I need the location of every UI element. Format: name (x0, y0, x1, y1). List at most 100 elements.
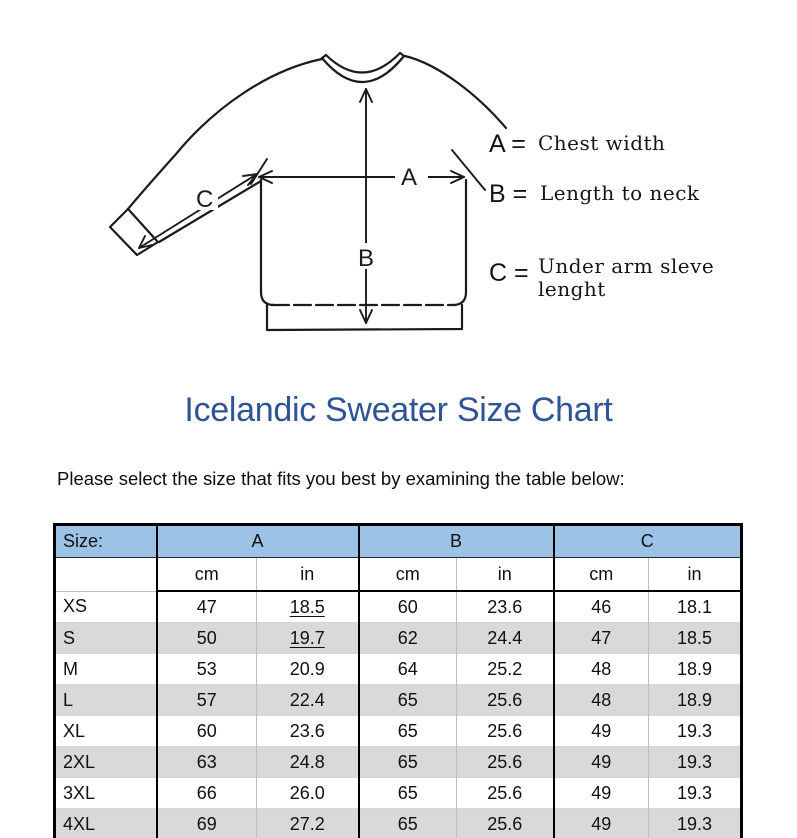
legend-key-b: B = (489, 180, 527, 208)
label-a-backplate (395, 163, 428, 188)
cell-l-a-cm: 57 (155, 684, 257, 716)
unit-a-cm: cm (155, 557, 257, 592)
collar-tips (320, 51, 406, 60)
legend-desc-c-line1: Under arm sleve (538, 254, 714, 278)
legend-desc-a: Chest width (538, 131, 665, 155)
page-title: Icelandic Sweater Size Chart (184, 391, 613, 429)
table-row-xs: XS 47 18.5 60 23.6 46 18.1 (54, 590, 742, 623)
cell-xs-c-cm: 46 (552, 590, 649, 623)
cell-xl-a-cm: 60 (155, 715, 257, 747)
legend-key-c: C = (489, 259, 529, 287)
tick-left (250, 158, 268, 185)
label-b-backplate (352, 243, 381, 269)
group-header-row: Size: A B C (54, 524, 742, 558)
cell-2xl-b-in: 25.6 (456, 746, 554, 778)
cell-s-c-in: 18.5 (648, 622, 742, 654)
cell-xl-c-in: 19.3 (648, 715, 742, 747)
cell-m-a-in: 20.9 (255, 653, 359, 685)
cell-4xl-b-in: 25.6 (456, 808, 554, 838)
cell-4xl-c-cm: 49 (552, 808, 649, 838)
cell-xs-a-cm: 47 (155, 590, 257, 623)
diagram-label-c: C (196, 186, 213, 213)
cell-3xl-b-in: 25.6 (456, 777, 554, 809)
size-label: M (54, 653, 157, 685)
cell-s-b-cm: 62 (357, 622, 457, 654)
table-row-m: M 53 20.9 64 25.2 48 18.9 (54, 653, 742, 685)
unit-a-in: in (255, 557, 359, 592)
collar-outer-line (320, 54, 406, 83)
arrow-c-heads (138, 173, 258, 249)
cell-s-b-in: 24.4 (456, 622, 554, 654)
group-header-c: C (552, 524, 742, 558)
cell-l-b-in: 25.6 (456, 684, 554, 716)
table-row-3xl: 3XL 66 26.0 65 25.6 49 19.3 (54, 777, 742, 809)
cell-3xl-b-cm: 65 (357, 777, 457, 809)
size-label: L (54, 684, 157, 716)
cell-xs-a-in: 18.5 (255, 590, 359, 623)
group-header-a: A (155, 524, 359, 558)
size-label: 4XL (54, 808, 157, 838)
cell-4xl-c-in: 19.3 (648, 808, 742, 838)
cuff-outline (108, 207, 160, 257)
unit-b-in: in (456, 557, 554, 592)
table-row-xl: XL 60 23.6 65 25.6 49 19.3 (54, 715, 742, 747)
cell-3xl-c-in: 19.3 (648, 777, 742, 809)
measure-arrow-c (138, 173, 258, 249)
unit-corner-cell (54, 557, 157, 592)
intro-text: Please select the size that fits you bes… (57, 468, 625, 489)
cell-3xl-a-cm: 66 (155, 777, 257, 809)
cell-4xl-a-in: 27.2 (255, 808, 359, 838)
cell-xl-b-cm: 65 (357, 715, 457, 747)
cell-s-c-cm: 47 (552, 622, 649, 654)
hem-band (265, 303, 464, 332)
legend-desc-c-line2: lenght (538, 277, 606, 301)
sweater-outline (108, 51, 508, 332)
unit-header-row: cm in cm in cm in (54, 557, 742, 592)
cell-xl-b-in: 25.6 (456, 715, 554, 747)
sleeve-underside (157, 179, 263, 244)
table-row-4xl: 4XL 69 27.2 65 25.6 49 19.3 (54, 808, 742, 838)
cell-m-b-cm: 64 (357, 653, 457, 685)
sweater-diagram-svg: A B C A = Chest width B = Length to neck… (108, 51, 714, 332)
tick-right (451, 149, 486, 191)
arrow-a-heads (258, 170, 465, 184)
size-label: S (54, 622, 157, 654)
size-label: 2XL (54, 746, 157, 778)
cell-xs-c-in: 18.1 (648, 590, 742, 623)
unit-b-cm: cm (357, 557, 457, 592)
cell-l-c-cm: 48 (552, 684, 649, 716)
cuff-seam (127, 208, 159, 243)
cell-xl-a-in: 23.6 (255, 715, 359, 747)
table-row-s: S 50 19.7 62 24.4 47 18.5 (54, 622, 742, 654)
right-shoulder-line (403, 54, 508, 130)
measurement-arrows (138, 88, 486, 324)
cell-4xl-b-cm: 65 (357, 808, 457, 838)
cell-xl-c-cm: 49 (552, 715, 649, 747)
cell-xs-b-in: 23.6 (456, 590, 554, 623)
group-header-b: B (357, 524, 554, 558)
size-label: XS (54, 590, 157, 623)
size-label: XL (54, 715, 157, 747)
label-c-backplate (192, 187, 218, 210)
diagram-label-b: B (358, 245, 374, 272)
unit-c-cm: cm (552, 557, 649, 592)
cell-s-a-in: 19.7 (255, 622, 359, 654)
cell-l-c-in: 18.9 (648, 684, 742, 716)
cell-2xl-b-cm: 65 (357, 746, 457, 778)
body-sides (259, 178, 468, 307)
cell-2xl-a-cm: 63 (155, 746, 257, 778)
cell-2xl-a-in: 24.8 (255, 746, 359, 778)
cell-3xl-a-in: 26.0 (255, 777, 359, 809)
cell-xs-b-cm: 60 (357, 590, 457, 623)
cell-l-a-in: 22.4 (255, 684, 359, 716)
cell-m-c-cm: 48 (552, 653, 649, 685)
cell-2xl-c-cm: 49 (552, 746, 649, 778)
cell-l-b-cm: 65 (357, 684, 457, 716)
table-row-2xl: 2XL 63 24.8 65 25.6 49 19.3 (54, 746, 742, 778)
cell-m-c-in: 18.9 (648, 653, 742, 685)
left-shoulder-sleeve-top (126, 57, 324, 211)
size-header-cell: Size: (54, 524, 157, 558)
cell-4xl-a-cm: 69 (155, 808, 257, 838)
legend-key-a: A = (489, 130, 526, 158)
